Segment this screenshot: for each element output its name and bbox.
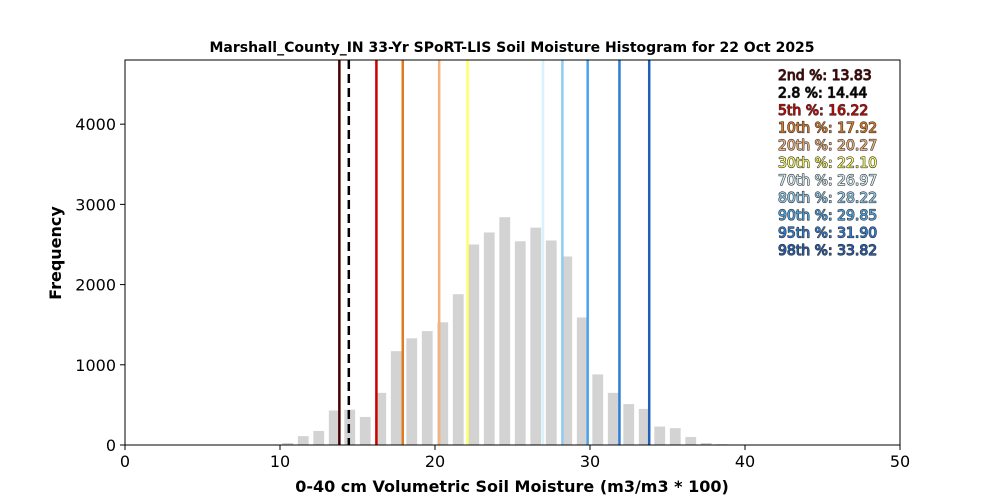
- x-tick-label: 30: [580, 452, 600, 471]
- y-tick-label: 0: [106, 436, 116, 455]
- y-tick-label: 3000: [75, 195, 116, 214]
- histogram-bar: [514, 241, 526, 445]
- chart-title: Marshall_County_IN 33-Yr SPoRT-LIS Soil …: [209, 40, 814, 56]
- histogram-bar: [313, 430, 325, 445]
- y-axis-ticks: 0 1000 2000 3000 4000: [75, 115, 125, 455]
- legend-entry: 30th %: 22.10: [778, 156, 877, 172]
- legend-entry: 2nd %: 13.83: [778, 68, 872, 84]
- legend-entry-outline: 5th %: 16.22: [778, 103, 868, 119]
- histogram-bar: [375, 392, 387, 445]
- histogram-bar: [499, 217, 511, 445]
- histogram-bar: [654, 426, 666, 445]
- x-tick-label: 50: [890, 452, 910, 471]
- legend-entry-outline: 80th %: 28.22: [778, 191, 877, 207]
- histogram-bar: [685, 436, 697, 445]
- legend-entry: 80th %: 28.22: [778, 191, 877, 207]
- histogram-bar: [282, 442, 294, 445]
- histogram-bar: [406, 338, 418, 445]
- histogram-bar: [592, 374, 604, 445]
- legend-entry-outline: 70th %: 26.97: [778, 173, 877, 189]
- bars-layer: [282, 217, 728, 445]
- histogram-bar: [421, 331, 433, 445]
- histogram-bar: [483, 232, 495, 445]
- y-tick-label: 4000: [75, 115, 116, 134]
- histogram-bar: [545, 240, 557, 445]
- legend-entry-outline: 20th %: 20.27: [778, 138, 877, 154]
- plot-frame: [124, 59, 901, 446]
- histogram-bar: [607, 392, 619, 445]
- histogram-bar: [437, 322, 449, 445]
- histogram-bar: [669, 428, 681, 445]
- histogram-bar: [452, 294, 464, 445]
- histogram-bar: [530, 227, 542, 445]
- y-axis-label: Frequency: [46, 206, 65, 300]
- legend-entry-outline: 95th %: 31.90: [778, 226, 877, 242]
- x-tick-label: 0: [120, 452, 130, 471]
- legend-entry: 98th %: 33.82: [778, 243, 877, 259]
- x-axis-ticks: 0 10 20 30 40 50: [120, 445, 910, 471]
- percentile-lines-layer: [338, 60, 651, 445]
- histogram-bar: [561, 256, 573, 445]
- legend-entry-outline: 2nd %: 13.83: [778, 68, 872, 84]
- histogram-bar: [359, 416, 371, 445]
- histogram-bar: [390, 351, 402, 445]
- x-tick-label: 20: [425, 452, 445, 471]
- histogram-bar: [638, 408, 650, 445]
- histogram-bar: [328, 410, 340, 445]
- y-tick-label: 1000: [75, 356, 116, 375]
- legend-entry: 2.8 %: 14.44: [778, 86, 867, 102]
- legend-entry-outline: 10th %: 17.92: [778, 121, 877, 137]
- legend-entry-outline: 90th %: 29.85: [778, 208, 877, 224]
- x-tick-label: 40: [735, 452, 755, 471]
- histogram-bar: [623, 404, 635, 445]
- y-tick-label: 2000: [75, 276, 116, 295]
- legend-entry: 5th %: 16.22: [778, 103, 868, 119]
- x-axis-label: 0-40 cm Volumetric Soil Moisture (m3/m3 …: [295, 477, 729, 496]
- legend-entry-outline: 98th %: 33.82: [778, 243, 877, 259]
- legend-entry: 10th %: 17.92: [778, 121, 877, 137]
- x-tick-label: 10: [270, 452, 290, 471]
- histogram-bar: [468, 244, 480, 445]
- histogram-bar: [297, 436, 309, 445]
- legend-entry: 70th %: 26.97: [778, 173, 877, 189]
- histogram-bar: [576, 317, 588, 445]
- legend-entry-outline: 30th %: 22.10: [778, 156, 877, 172]
- legend-entry: 20th %: 20.27: [778, 138, 877, 154]
- legend-entry-outline: 2.8 %: 14.44: [778, 86, 867, 102]
- legend-entry: 90th %: 29.85: [778, 208, 877, 224]
- legend-entry: 95th %: 31.90: [778, 226, 877, 242]
- histogram-bar: [700, 442, 712, 445]
